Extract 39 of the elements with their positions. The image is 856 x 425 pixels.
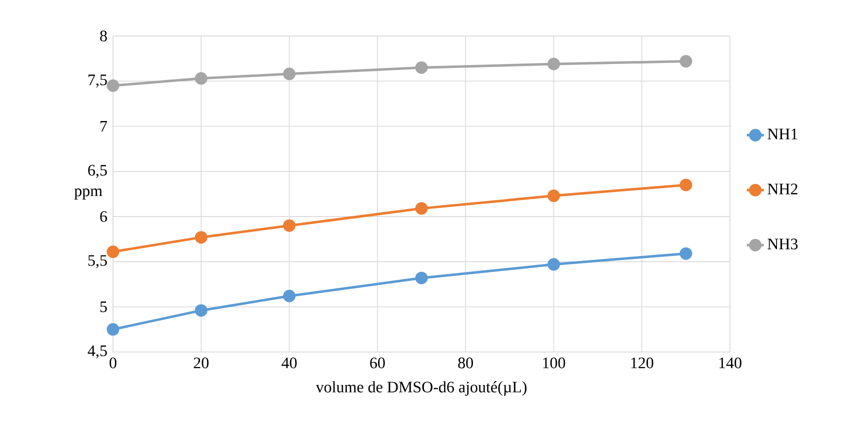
legend-label: NH2: [768, 184, 798, 194]
x-tick-label: 140: [719, 358, 742, 368]
point: [415, 272, 428, 284]
point: [194, 72, 208, 85]
x-tick-label: 100: [543, 358, 566, 368]
y-tick-label: 7,5: [88, 74, 107, 88]
y-tick-label: 5: [100, 302, 107, 312]
point: [415, 61, 428, 74]
point: [106, 246, 120, 258]
y-tick-label: 4,5: [88, 346, 107, 358]
y-axis-title: ppm: [74, 188, 102, 200]
point: [547, 58, 560, 70]
y-tick-label: 6,5: [88, 164, 107, 178]
point: [680, 178, 692, 192]
point: [283, 68, 296, 80]
x-tick-label: 60: [370, 358, 385, 368]
y-tick-label: 6: [100, 211, 108, 222]
x-tick-label: 20: [194, 358, 209, 368]
x-tick-label: 0: [110, 358, 116, 368]
y-tick-label: 5,5: [88, 255, 107, 268]
x-tick-label: 120: [631, 358, 654, 368]
point: [680, 55, 692, 68]
legend-label: NH3: [768, 238, 798, 250]
x-axis-title: volume de DMSO-d6 ajouté(µL): [316, 381, 526, 396]
point: [106, 323, 120, 336]
point: [415, 202, 428, 215]
point: [547, 190, 560, 202]
x-tick-label: 40: [282, 358, 297, 368]
point: [194, 304, 208, 317]
point: [680, 247, 692, 260]
point: [283, 290, 296, 302]
point: [106, 79, 120, 92]
x-tick-label: 80: [458, 358, 473, 368]
y-tick-label: 8: [100, 30, 107, 42]
y-tick-label: 7: [100, 121, 108, 132]
point: [194, 231, 208, 244]
legend-label: NH1: [768, 128, 798, 140]
point: [547, 258, 560, 271]
point: [283, 219, 296, 232]
